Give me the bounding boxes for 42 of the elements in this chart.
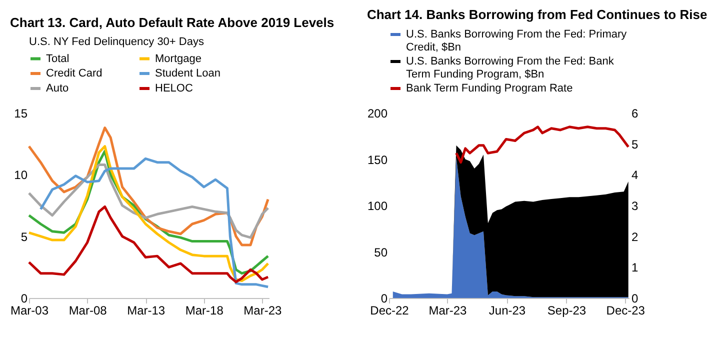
x-tick-label: Dec-23 bbox=[606, 304, 646, 318]
x-tick-label: Jun-23 bbox=[488, 304, 526, 318]
y2-tick-label: 5 bbox=[632, 137, 638, 152]
legend-label: Auto bbox=[46, 82, 69, 94]
legend-label: U.S. Banks Borrowing From the Fed: Primary Credit, $Bn bbox=[406, 28, 628, 54]
y-tick-label: 10 bbox=[14, 168, 28, 182]
y-tick-label: 5 bbox=[20, 230, 28, 244]
x-tick-label: Sep-23 bbox=[547, 304, 586, 318]
line-series bbox=[28, 164, 270, 239]
y-tick-label: 0 bbox=[20, 292, 28, 306]
legend-label: HELOC bbox=[155, 82, 193, 94]
x-tick-label: Mar-23 bbox=[428, 304, 468, 318]
y-tick-label: 200 bbox=[367, 106, 388, 120]
y-tick-label: 15 bbox=[14, 106, 28, 120]
x-tick-label: Mar-18 bbox=[185, 304, 224, 318]
x-tick-label: Dec-22 bbox=[370, 304, 410, 318]
legend-label: Mortgage bbox=[155, 52, 202, 65]
legend-label: Credit Card bbox=[46, 68, 102, 80]
y2-tick-label: 4 bbox=[632, 168, 638, 182]
y-tick-label: 50 bbox=[374, 245, 388, 260]
y-tick-label: 100 bbox=[367, 199, 388, 213]
y2-tick-label: 2 bbox=[632, 230, 638, 244]
x-tick-label: Mar-13 bbox=[127, 304, 166, 318]
y2-tick-label: 0 bbox=[632, 292, 638, 306]
chart-title: Chart 13. Card, Auto Default Rate Above 2019 Levels bbox=[10, 15, 334, 30]
chart-title: Chart 14. Banks Borrowing from Fed Continues to Rise bbox=[366, 7, 708, 22]
y-tick-label: 0 bbox=[380, 292, 388, 306]
y2-tick-label: 1 bbox=[632, 260, 638, 275]
legend-label: Bank Term Funding Program Rate bbox=[406, 82, 573, 94]
legend-label: U.S. Banks Borrowing From the Fed: Bank Term Funding Program, $Bn bbox=[406, 56, 614, 80]
y-tick-label: 150 bbox=[367, 152, 388, 167]
x-tick-label: Mar-03 bbox=[10, 304, 49, 318]
y2-tick-label: 3 bbox=[632, 199, 638, 213]
line-series bbox=[39, 157, 270, 288]
y2-tick-label: 6 bbox=[632, 106, 638, 120]
legend-title: U.S. NY Fed Delinquency 30+ Days bbox=[29, 36, 204, 48]
line-series bbox=[28, 205, 270, 284]
line-series bbox=[455, 126, 630, 164]
legend-label: Total bbox=[46, 52, 70, 65]
legend-label: Student Loan bbox=[155, 68, 220, 80]
x-tick-label: Mar-08 bbox=[68, 304, 108, 318]
x-tick-label: Mar-23 bbox=[244, 304, 282, 318]
